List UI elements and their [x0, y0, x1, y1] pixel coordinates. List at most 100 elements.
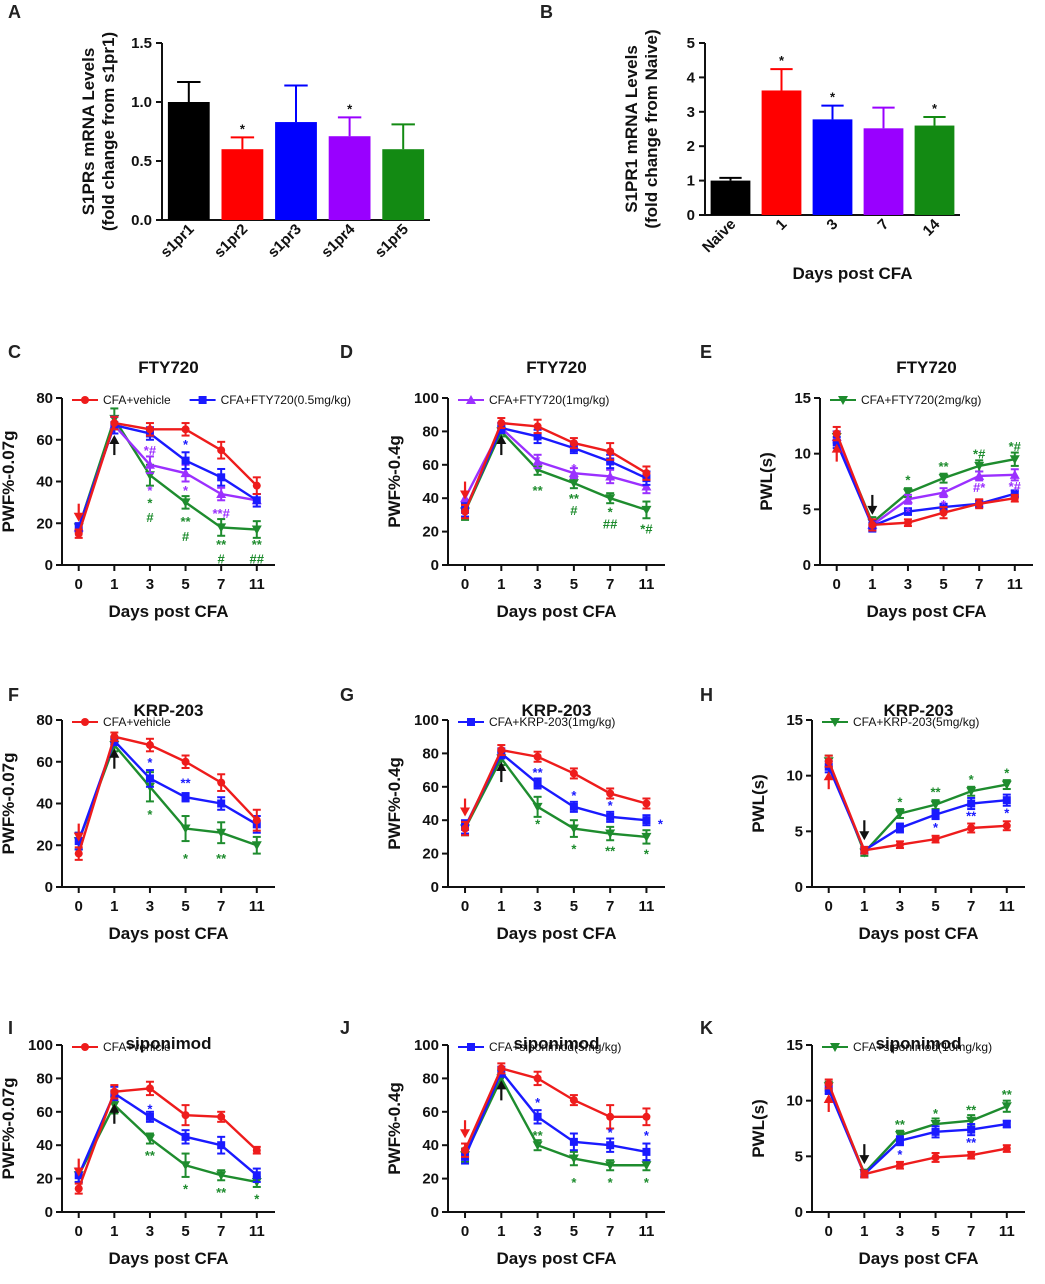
significance-mark: ** [216, 851, 227, 866]
legend-label: CFA+siponimod(5mg/kg) [489, 1040, 621, 1054]
data-point [533, 422, 542, 431]
y-tick-label: 100 [414, 712, 439, 729]
legend-item: CFA+FTY720(2mg/kg) [830, 393, 981, 407]
arrow-up-icon [823, 771, 834, 790]
data-point [181, 1132, 190, 1141]
data-point [110, 732, 119, 741]
significance-mark: # [146, 510, 154, 525]
x-axis-label: Days post CFA [109, 602, 229, 621]
data-point [642, 799, 651, 808]
y-tick-label: 15 [786, 1037, 803, 1054]
significance-mark: * [147, 807, 153, 822]
data-point [461, 824, 470, 833]
data-point [216, 828, 227, 838]
y-axis-sublabel: (fold change from s1pr1) [99, 32, 118, 231]
significance-mark: * [183, 483, 189, 498]
x-tick-label: 5 [181, 576, 189, 593]
data-point [895, 1136, 904, 1145]
significance-mark: # [570, 503, 578, 518]
data-point [931, 810, 940, 819]
legend-item: CFA+KRP-203(1mg/kg) [458, 715, 615, 729]
data-point [902, 488, 913, 498]
y-tick-label: 0 [687, 207, 695, 224]
data-point [217, 778, 226, 787]
legend-item: CFA+vehicle [72, 715, 171, 729]
significance-mark: * [535, 817, 541, 832]
data-point [930, 800, 941, 810]
bar-3 [812, 119, 853, 215]
x-tick-label: 7 [967, 898, 975, 915]
y-tick-label: 20 [422, 846, 439, 863]
data-point [903, 518, 912, 527]
significance-mark: ** [1002, 1087, 1013, 1102]
x-tick-label: 11 [249, 898, 265, 915]
data-point [938, 487, 949, 497]
data-point [216, 1171, 227, 1181]
series-cfa-siponimod-5mg-kg- [461, 1065, 651, 1165]
series-cfa-fty720-2mg-kg- [460, 425, 652, 521]
x-tick-label: 11 [999, 898, 1015, 915]
significance-mark: * [779, 53, 785, 68]
x-tick-label: 3 [533, 576, 541, 593]
arrow-head [823, 1093, 834, 1103]
legend-label: CFA+KRP-203(5mg/kg) [853, 715, 979, 729]
arrow-head [109, 435, 120, 445]
data-point [966, 1116, 977, 1126]
bar-1 [761, 90, 802, 215]
panel-label: K [700, 1018, 713, 1038]
data-point [532, 802, 543, 812]
category-label: 3 [823, 216, 841, 234]
significance-mark: ** [930, 784, 941, 799]
data-point [606, 447, 615, 456]
significance-mark: ## [250, 552, 265, 567]
x-axis-label: Days post CFA [497, 924, 617, 943]
data-point [824, 1079, 833, 1088]
data-point [931, 835, 940, 844]
x-axis-label: Days post CFA [497, 1249, 617, 1268]
panel-G: G KRP-203 0 20 40 60 80 100 0 1 3 5 7 11 PWF%-0.4g Days… [340, 685, 665, 943]
x-tick-label: 1 [497, 898, 505, 915]
legend-label: CFA+siponimod(10mg/kg) [853, 1040, 992, 1054]
x-tick-label: 5 [570, 898, 578, 915]
x-tick-label: 1 [497, 576, 505, 593]
y-axis-label: PWF%-0.07g [0, 1077, 18, 1179]
data-point [902, 494, 913, 504]
series-cfa-vehicle [461, 417, 651, 520]
series-cfa-fty720-2mg-kg- [831, 430, 1020, 530]
x-tick-label: 3 [146, 576, 154, 593]
y-tick-label: 1.0 [131, 94, 152, 111]
y-axis-label: S1PR1 mRNA Levels [622, 45, 641, 213]
series-cfa-vehicle [824, 1078, 1011, 1179]
series-line [463, 421, 648, 513]
x-tick-label: 11 [249, 576, 265, 593]
data-point [894, 809, 905, 819]
category-label: Naive [699, 216, 739, 256]
data-point [74, 849, 83, 858]
data-point [967, 1151, 976, 1160]
arrow-head [823, 771, 834, 781]
series-line [77, 421, 258, 535]
y-tick-label: 20 [422, 524, 439, 541]
legend-item: CFA+vehicle [72, 393, 171, 407]
significance-mark: ** [533, 765, 544, 780]
x-tick-label: 3 [533, 898, 541, 915]
x-tick-label: 0 [461, 1223, 469, 1240]
x-tick-label: 3 [146, 1223, 154, 1240]
data-point [569, 1096, 578, 1105]
arrow-head [109, 748, 120, 758]
x-tick-label: 1 [110, 1223, 118, 1240]
arrow-head [73, 832, 84, 842]
arrow-head [867, 505, 878, 515]
x-tick-label: 7 [606, 898, 614, 915]
data-point [181, 425, 190, 434]
arrow-head [73, 512, 84, 522]
y-tick-label: 40 [422, 1137, 439, 1154]
x-axis-label: Days post CFA [859, 1249, 979, 1268]
significance-mark: ## [603, 516, 618, 531]
category-label: 1 [772, 216, 790, 234]
y-tick-label: 5 [803, 501, 811, 518]
series-line [463, 1075, 647, 1167]
arrow-up-icon [831, 443, 842, 462]
legend-item: CFA+FTY720(1mg/kg) [458, 393, 609, 407]
legend-item: CFA+siponimod(10mg/kg) [822, 1040, 992, 1054]
